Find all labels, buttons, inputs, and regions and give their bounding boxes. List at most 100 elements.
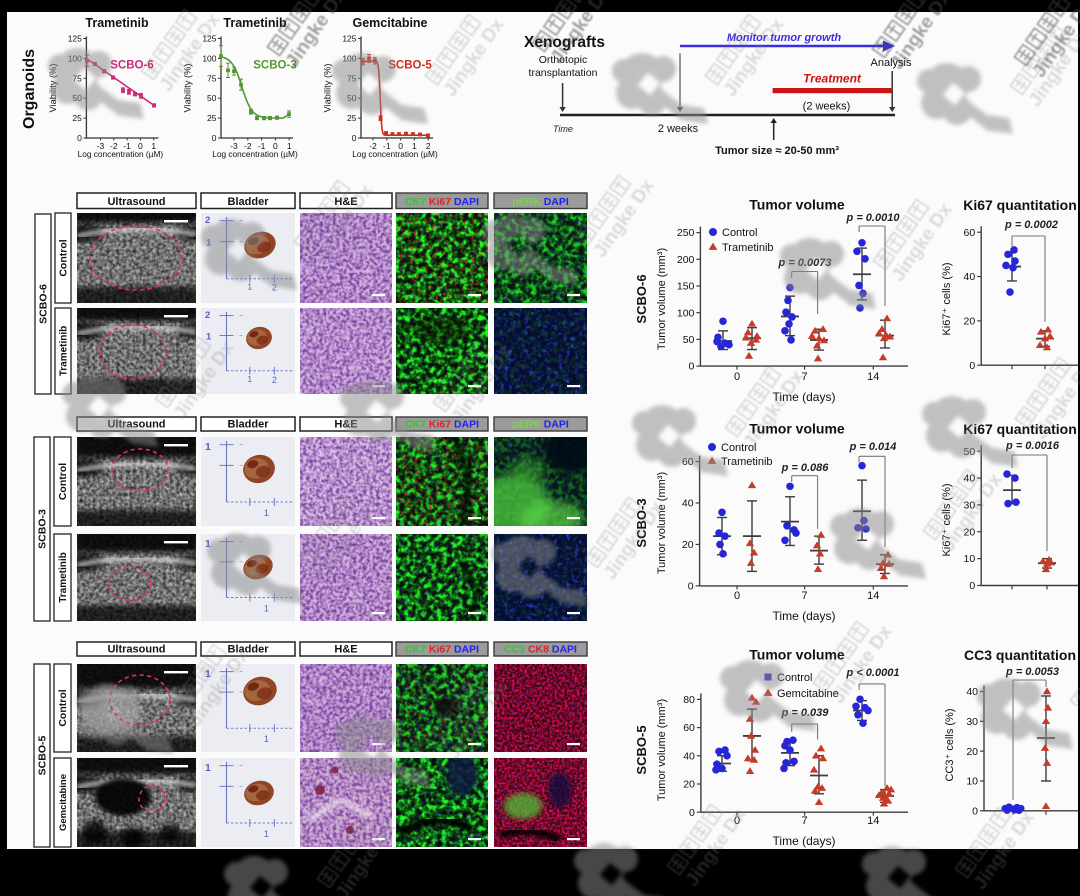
svg-text:-3: -3 — [230, 141, 238, 151]
svg-text:10: 10 — [966, 776, 978, 788]
svg-text:p = 0.0010: p = 0.0010 — [846, 212, 901, 224]
svg-text:Tumor volume (mm³): Tumor volume (mm³) — [656, 248, 668, 350]
svg-text:1: 1 — [151, 141, 156, 151]
svg-text:Log concentration (µM): Log concentration (µM) — [352, 149, 438, 159]
svg-text:2 weeks: 2 weeks — [658, 123, 699, 135]
svg-text:1: 1 — [264, 508, 269, 518]
svg-text:Log concentration (µM): Log concentration (µM) — [78, 149, 164, 159]
svg-text:Trametinib: Trametinib — [59, 326, 70, 377]
svg-text:Tumor size ≈ 20-50 mm³: Tumor size ≈ 20-50 mm³ — [715, 145, 839, 157]
svg-text:25: 25 — [347, 113, 357, 123]
svg-text:-2: -2 — [110, 141, 118, 151]
svg-text:100: 100 — [202, 53, 216, 63]
svg-text:Trametinib: Trametinib — [223, 16, 287, 30]
svg-text:20: 20 — [682, 539, 694, 551]
svg-text:CC3 CK8 DAPI: CC3 CK8 DAPI — [504, 643, 577, 655]
svg-text:-2: -2 — [369, 141, 377, 151]
svg-text:Monitor tumor growth: Monitor tumor growth — [727, 32, 842, 44]
svg-text:25: 25 — [72, 113, 82, 123]
svg-text:100: 100 — [677, 307, 695, 319]
svg-text:CK7 Ki67 DAPI: CK7 Ki67 DAPI — [405, 643, 479, 655]
svg-text:0: 0 — [969, 360, 975, 372]
svg-text:Time (days): Time (days) — [773, 834, 836, 848]
svg-text:2: 2 — [272, 375, 277, 385]
svg-text:0: 0 — [138, 141, 143, 151]
svg-text:1: 1 — [412, 141, 417, 151]
svg-text:transplantation: transplantation — [529, 67, 598, 79]
svg-text:150: 150 — [677, 281, 695, 293]
svg-text:7: 7 — [802, 590, 808, 602]
svg-text:Trametinib: Trametinib — [721, 456, 773, 468]
svg-text:Bladder: Bladder — [228, 418, 270, 430]
svg-text:1: 1 — [264, 734, 269, 744]
svg-text:Trametinib: Trametinib — [85, 16, 149, 30]
svg-text:0: 0 — [352, 133, 357, 143]
svg-text:SCBO-3: SCBO-3 — [37, 509, 49, 549]
svg-text:Control: Control — [722, 227, 757, 239]
svg-text:Tumor volume: Tumor volume — [749, 647, 845, 663]
svg-text:Organoids: Organoids — [21, 49, 38, 129]
svg-text:40: 40 — [966, 686, 978, 698]
svg-text:1: 1 — [206, 332, 212, 343]
svg-text:40: 40 — [964, 271, 976, 283]
svg-text:Ki67⁺ cells (%): Ki67⁺ cells (%) — [941, 262, 953, 335]
svg-text:Control: Control — [57, 689, 69, 726]
svg-text:Tumor volume (mm³): Tumor volume (mm³) — [656, 699, 668, 801]
svg-text:SCBO-6: SCBO-6 — [38, 284, 50, 324]
svg-text:Viability (%): Viability (%) — [183, 64, 193, 113]
svg-text:1: 1 — [205, 762, 211, 774]
svg-text:Trametinib: Trametinib — [722, 242, 774, 254]
svg-text:Log concentration (µM): Log concentration (µM) — [212, 149, 298, 159]
svg-text:14: 14 — [867, 815, 879, 827]
svg-text:1: 1 — [247, 282, 252, 292]
svg-text:Tumor volume (mm³): Tumor volume (mm³) — [656, 472, 668, 574]
svg-text:-1: -1 — [123, 141, 131, 151]
svg-text:14: 14 — [867, 371, 879, 383]
svg-text:Ki67 quantitation: Ki67 quantitation — [963, 197, 1077, 213]
svg-text:60: 60 — [683, 722, 695, 734]
svg-text:14: 14 — [867, 590, 879, 602]
svg-text:Control: Control — [58, 239, 70, 276]
svg-text:CK7 Ki67 DAPI: CK7 Ki67 DAPI — [405, 196, 479, 208]
svg-text:2: 2 — [205, 215, 210, 226]
svg-text:SCBO-5: SCBO-5 — [388, 60, 432, 72]
svg-text:2: 2 — [205, 310, 210, 321]
svg-text:0: 0 — [398, 141, 403, 151]
svg-text:40: 40 — [683, 750, 695, 762]
svg-text:0: 0 — [972, 805, 978, 817]
svg-text:20: 20 — [964, 315, 976, 327]
svg-text:SCBO-6: SCBO-6 — [634, 274, 649, 323]
svg-text:-1: -1 — [258, 141, 266, 151]
svg-text:1: 1 — [287, 141, 292, 151]
svg-text:1: 1 — [205, 538, 211, 550]
svg-text:-1: -1 — [383, 141, 391, 151]
svg-text:60: 60 — [682, 456, 694, 468]
svg-text:2: 2 — [426, 141, 431, 151]
svg-text:pERK DAPI: pERK DAPI — [512, 196, 569, 208]
svg-text:1: 1 — [264, 604, 269, 614]
svg-text:0: 0 — [734, 590, 740, 602]
svg-text:Control: Control — [777, 672, 812, 684]
svg-text:1: 1 — [264, 829, 269, 839]
svg-text:1: 1 — [247, 374, 252, 384]
svg-text:Treatment: Treatment — [803, 72, 862, 86]
svg-text:-2: -2 — [244, 141, 252, 151]
svg-text:-3: -3 — [97, 141, 105, 151]
svg-text:Viability (%): Viability (%) — [323, 64, 333, 113]
svg-text:60: 60 — [964, 227, 976, 239]
svg-text:Tumor volume: Tumor volume — [749, 197, 845, 213]
svg-text:0: 0 — [689, 807, 695, 819]
svg-text:pERK DAPI: pERK DAPI — [512, 418, 569, 430]
svg-text:125: 125 — [342, 34, 356, 44]
svg-text:75: 75 — [207, 73, 217, 83]
svg-text:p = 0.0002: p = 0.0002 — [1004, 219, 1058, 231]
svg-text:(2 weeks): (2 weeks) — [803, 101, 851, 113]
svg-text:20: 20 — [966, 746, 978, 758]
svg-text:0: 0 — [273, 141, 278, 151]
svg-text:200: 200 — [677, 254, 695, 266]
svg-text:250: 250 — [677, 227, 695, 239]
svg-text:0: 0 — [734, 371, 740, 383]
svg-text:50: 50 — [207, 93, 217, 103]
svg-text:0: 0 — [969, 580, 975, 592]
svg-text:CC3⁺ cells (%): CC3⁺ cells (%) — [944, 708, 956, 781]
